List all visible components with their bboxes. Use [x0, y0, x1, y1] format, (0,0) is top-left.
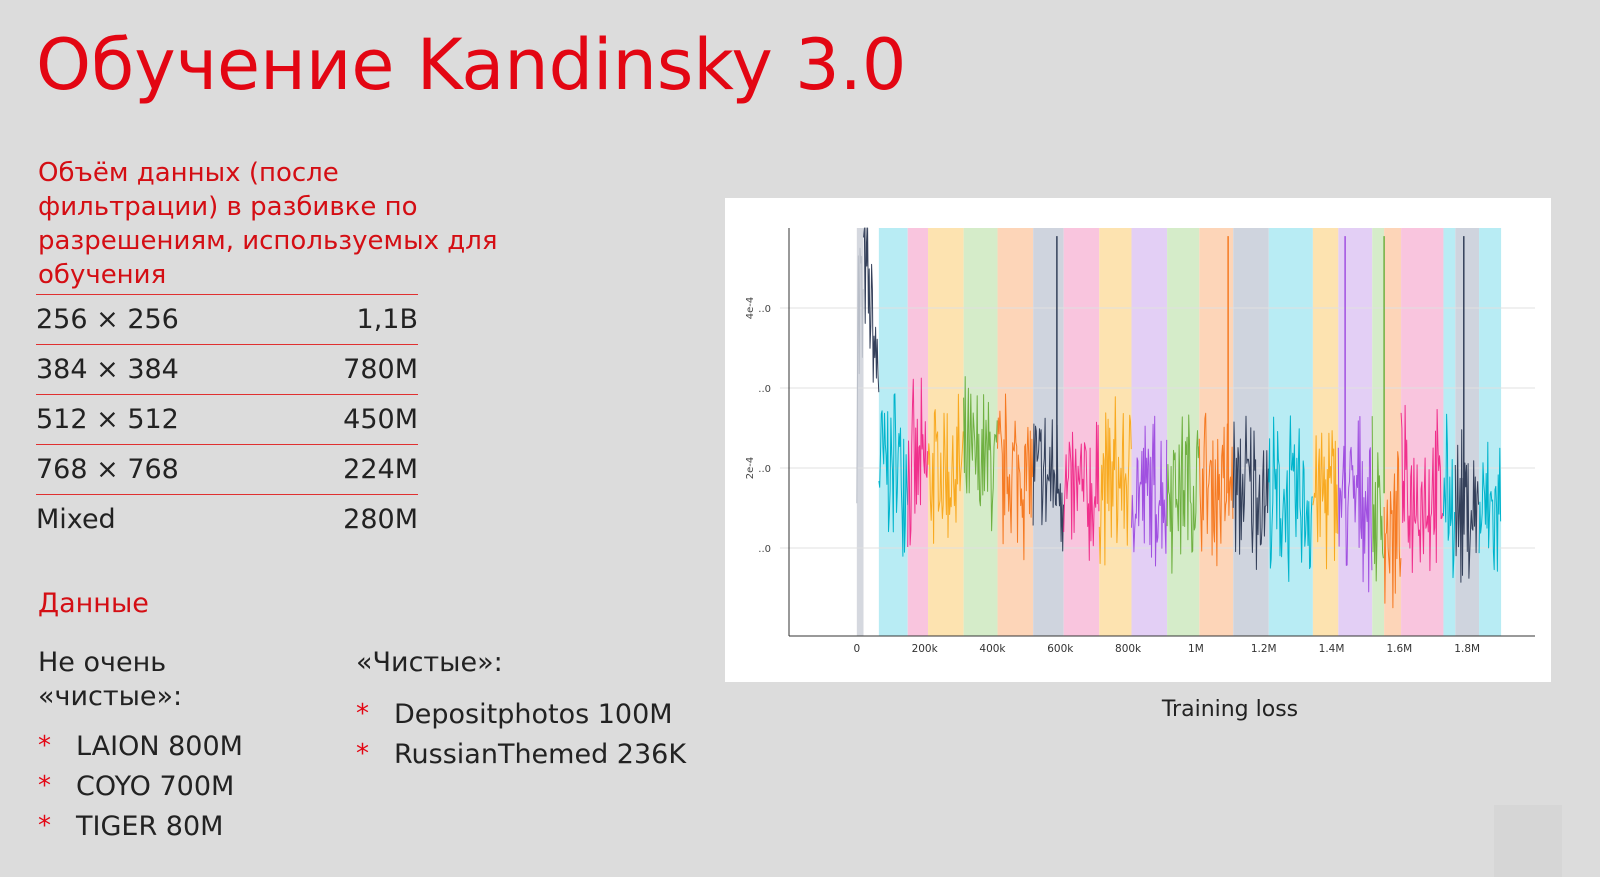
- loss-series-line: [927, 393, 964, 544]
- bullet-star: *: [356, 739, 369, 769]
- x-tick-label: 800k: [1115, 643, 1142, 655]
- table-row: 384 × 384 780M: [36, 344, 418, 394]
- phase-band: [1338, 228, 1373, 636]
- count-cell: 1,1B: [356, 304, 418, 335]
- loss-series-line: [1337, 416, 1373, 593]
- loss-series-line: [1268, 415, 1313, 582]
- y-tick-label: ..0: [758, 384, 771, 395]
- loss-series-line: [1063, 421, 1100, 561]
- x-tick-label: 1.4M: [1319, 643, 1345, 655]
- phase-band: [856, 228, 864, 636]
- loss-series-line: [856, 247, 864, 504]
- loss-series-line: [1454, 429, 1479, 583]
- x-tick-label: 0: [853, 643, 860, 655]
- y-tick-label: ..0: [758, 544, 771, 555]
- x-tick-label: 1.8M: [1454, 643, 1480, 655]
- loss-series-line: [1442, 413, 1456, 579]
- loss-series-line: [997, 393, 1034, 561]
- table-row: Mixed 280M: [36, 494, 418, 544]
- list-item: * Depositphotos 100M: [356, 698, 673, 730]
- resolution-cell: Mixed: [36, 504, 116, 535]
- resolution-cell: 384 × 384: [36, 354, 179, 385]
- loss-series-line: [1383, 451, 1402, 609]
- loss-series-line: [1371, 416, 1384, 582]
- phase-band: [1372, 228, 1385, 636]
- list-item: * LAION 800M: [38, 730, 243, 762]
- y-axis-label: 4e-4: [745, 297, 756, 320]
- not-clean-list: * LAION 800M * COYO 700M * TIGER 80M: [38, 726, 243, 846]
- bullet-star: *: [38, 811, 51, 841]
- loss-series-line: [1098, 396, 1132, 566]
- chart-caption: Training loss: [1161, 697, 1299, 722]
- count-cell: 780M: [343, 354, 418, 385]
- phase-band: [1479, 228, 1502, 636]
- loss-series-line: [1198, 412, 1234, 567]
- phase-band: [1063, 228, 1100, 636]
- table-row: 768 × 768 224M: [36, 444, 418, 494]
- table-row: 256 × 256 1,1B: [36, 294, 418, 344]
- loss-chart-svg: ..0..0..0..04e-42e-40 200k 400k 600k 800k 1M 1…: [745, 227, 1535, 655]
- not-clean-title: Не очень «чистые»:: [38, 647, 183, 712]
- phase-band: [963, 228, 998, 636]
- training-loss-chart: ..0 ..0 ..0 ..0 4e-4 2e-4 0 200k 400k 600k 800k 1M 1…: [725, 198, 1551, 682]
- data-volume-heading: Объём данных (после фильтрации) в разбив…: [38, 158, 498, 290]
- list-item: * TIGER 80M: [38, 810, 224, 842]
- loss-series-line: [1232, 415, 1269, 570]
- loss-series-line: [878, 393, 909, 557]
- count-cell: 450M: [343, 404, 418, 435]
- corner-panel: [1494, 805, 1562, 877]
- phase-band: [1312, 228, 1339, 636]
- loss-series-line: [1131, 415, 1168, 567]
- loss-series-line: [963, 376, 998, 532]
- slide-title: Обучение Kandinsky 3.0: [36, 24, 907, 106]
- x-tick-label: 200k: [912, 643, 939, 655]
- loss-series-line: [1478, 441, 1502, 572]
- loss-series-line: [907, 377, 929, 548]
- bullet-star: *: [38, 731, 51, 761]
- list-item: * RussianThemed 236K: [356, 738, 687, 770]
- count-cell: 280M: [343, 504, 418, 535]
- resolution-table: 256 × 256 1,1B 384 × 384 780M 512 × 512 …: [36, 294, 418, 544]
- x-tick-label: 1.2M: [1251, 643, 1277, 655]
- resolution-cell: 256 × 256: [36, 304, 179, 335]
- loss-series-line: [1312, 430, 1339, 570]
- phase-band: [1401, 228, 1444, 636]
- bullet-star: *: [38, 771, 51, 801]
- datasets-heading: Данные: [38, 588, 149, 619]
- loss-series-line: [1400, 404, 1444, 573]
- y-tick-label: ..0: [758, 464, 771, 475]
- phase-band: [1443, 228, 1456, 636]
- phase-band: [878, 228, 908, 636]
- phase-band: [1167, 228, 1200, 636]
- x-tick-label: 600k: [1047, 643, 1074, 655]
- y-axis-label: 2e-4: [745, 457, 756, 480]
- loss-series-line: [1166, 414, 1200, 574]
- resolution-cell: 512 × 512: [36, 404, 179, 435]
- phase-band: [1131, 228, 1168, 636]
- y-tick-label: ..0: [758, 304, 771, 315]
- clean-title: «Чистые»:: [356, 647, 503, 678]
- list-item: * COYO 700M: [38, 770, 235, 802]
- loss-series-line: [863, 227, 880, 393]
- phase-band: [1033, 228, 1064, 636]
- x-tick-label: 400k: [979, 643, 1006, 655]
- count-cell: 224M: [343, 454, 418, 485]
- phase-band: [1455, 228, 1480, 636]
- clean-list: * Depositphotos 100M * RussianThemed 236K: [356, 694, 686, 774]
- loss-series-line: [1032, 417, 1064, 552]
- bullet-star: *: [356, 699, 369, 729]
- resolution-cell: 768 × 768: [36, 454, 179, 485]
- x-tick-label: 1M: [1188, 643, 1204, 655]
- table-row: 512 × 512 450M: [36, 394, 418, 444]
- x-tick-label: 1.6M: [1386, 643, 1412, 655]
